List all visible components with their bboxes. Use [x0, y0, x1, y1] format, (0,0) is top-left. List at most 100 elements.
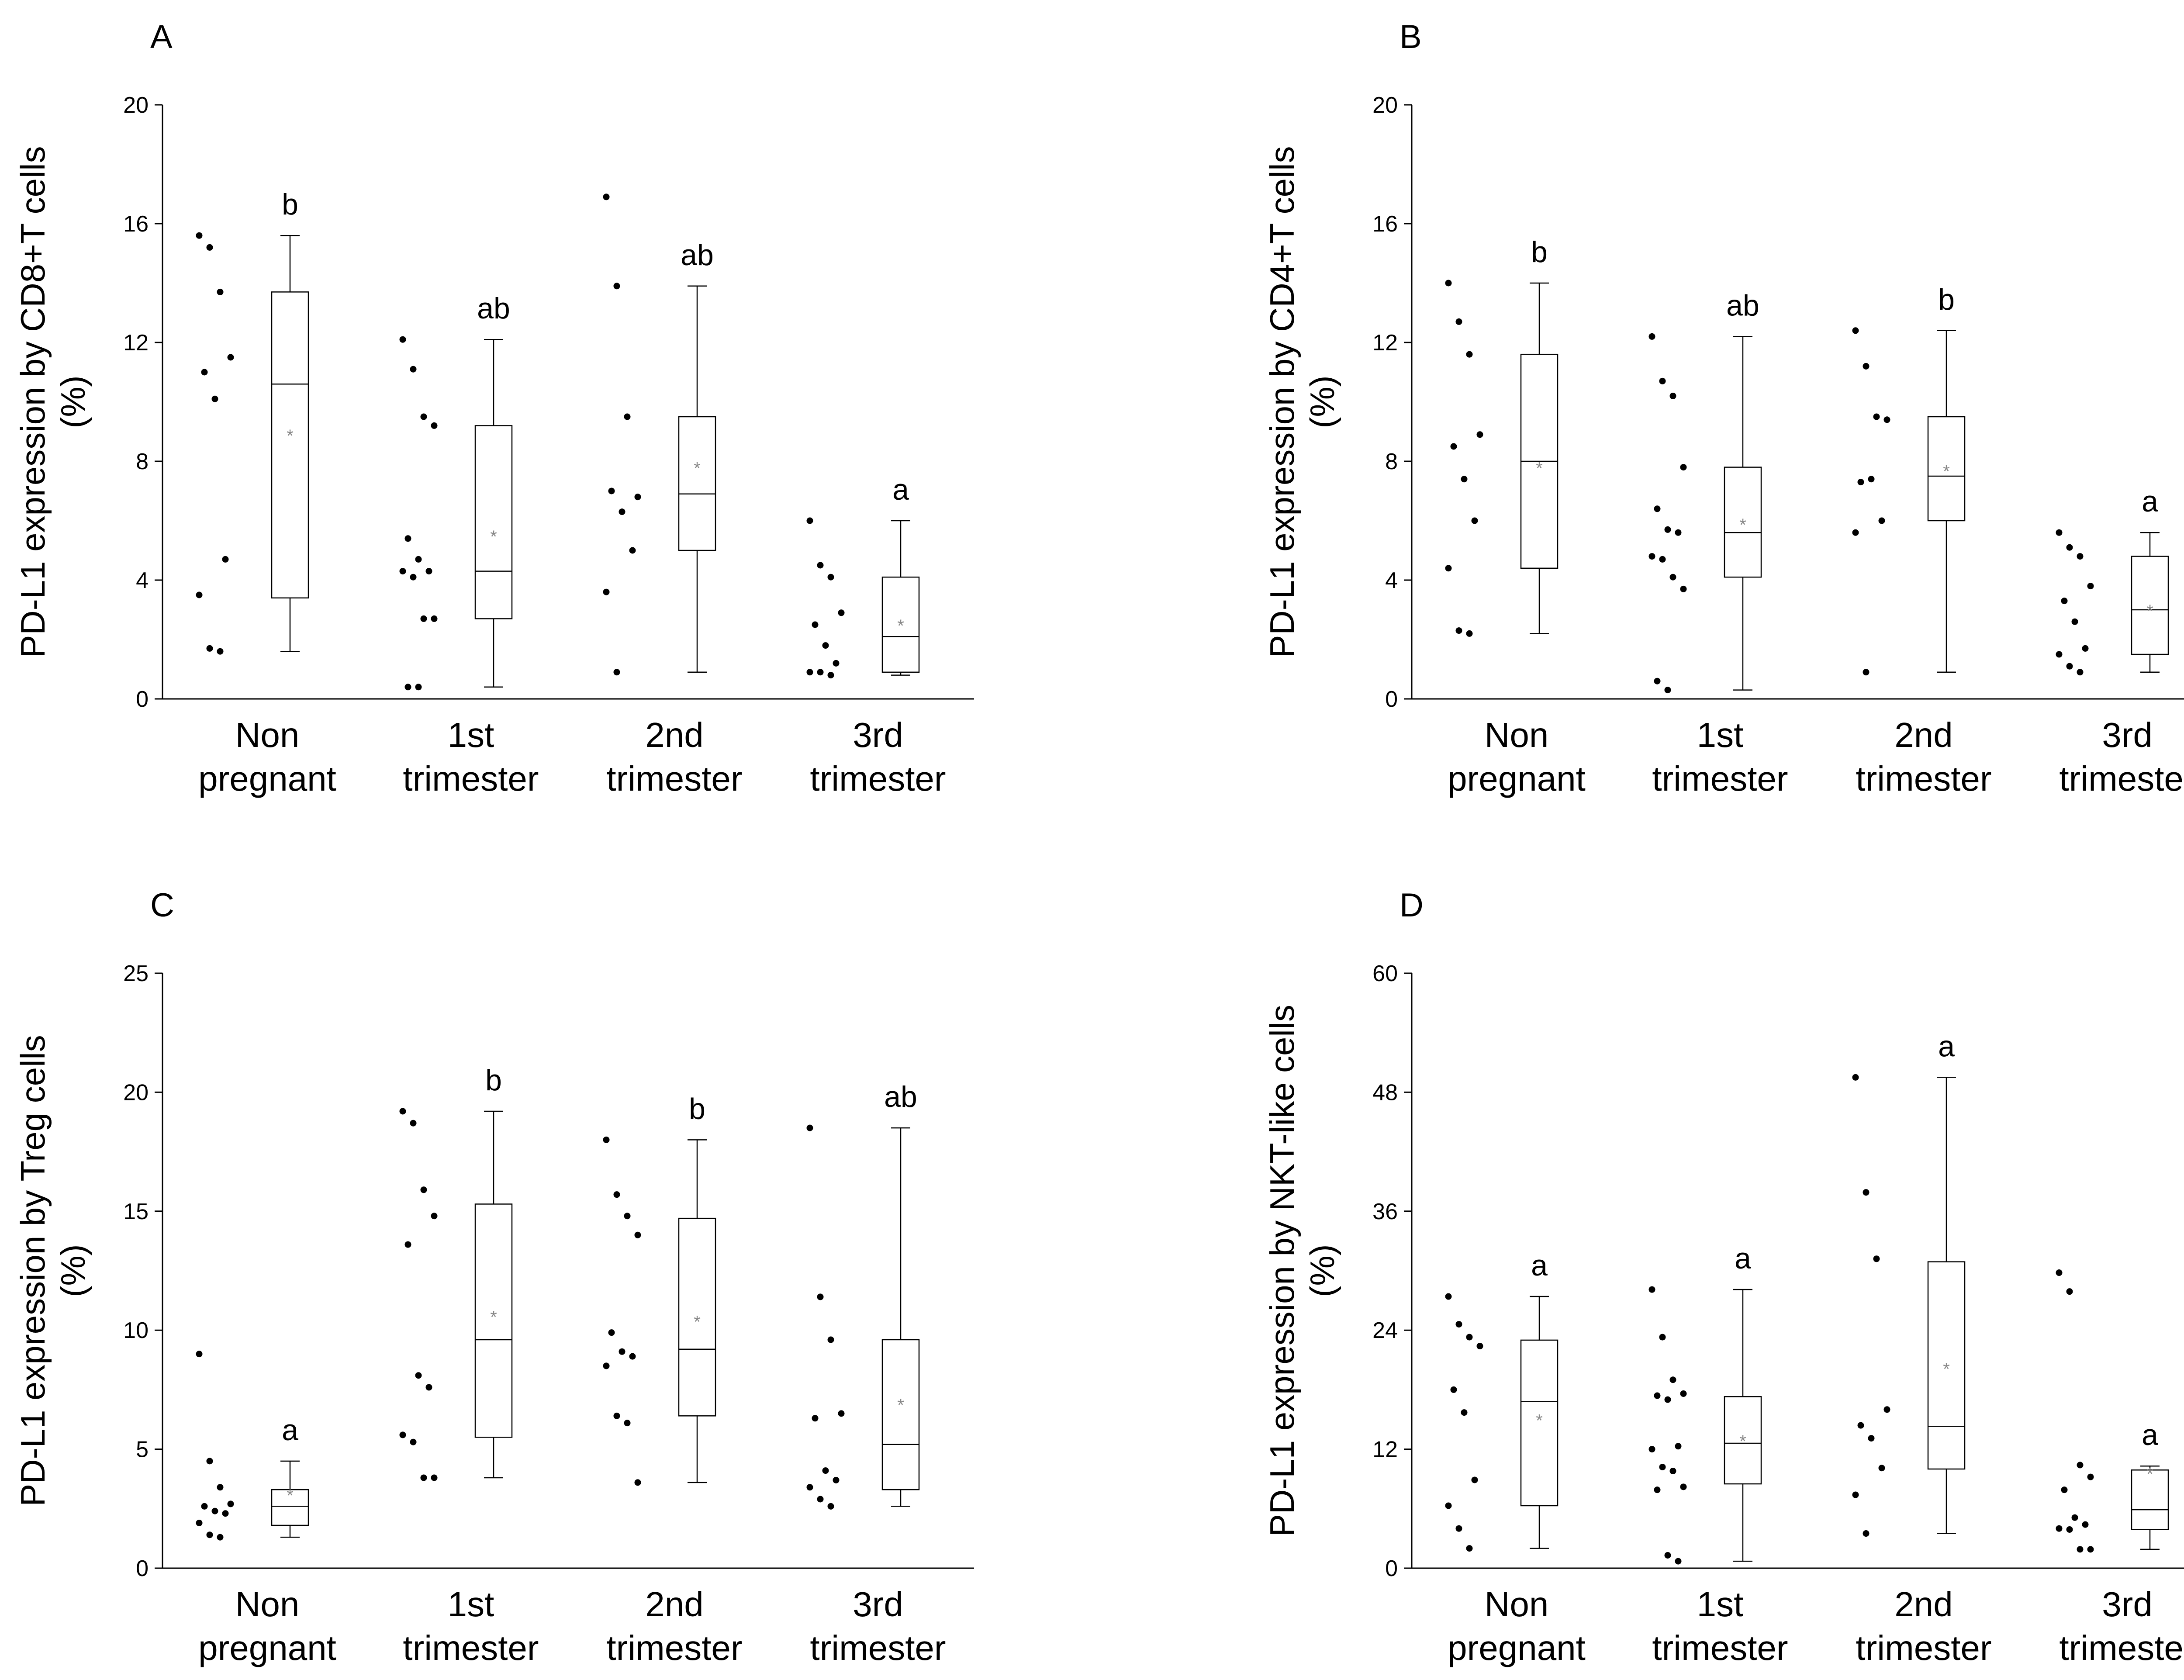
data-point	[2066, 544, 2073, 551]
category-label-line: 2nd	[1894, 1585, 1952, 1624]
data-point	[2056, 529, 2063, 536]
y-axis-title-line: PD-L1 expression by CD4+T cells	[1263, 146, 1301, 657]
data-point	[1450, 1386, 1457, 1393]
mean-marker: *	[694, 1312, 701, 1331]
data-point	[399, 1431, 406, 1438]
panel-b: B 0 4 8 12 16 20 PD-L1 expression by CD4+T cell…	[1263, 18, 2184, 798]
data-point	[222, 1510, 229, 1517]
mean-marker: *	[1536, 1411, 1543, 1431]
category-label-line: Non	[1485, 716, 1549, 754]
data-point	[415, 1372, 422, 1379]
significance-letter: b	[1938, 283, 1955, 316]
y-tick-label: 12	[123, 330, 149, 356]
category-label-line: trimester	[1856, 1628, 1991, 1667]
data-point	[206, 244, 213, 251]
data-point	[410, 1438, 417, 1445]
y-tick-label: 8	[1385, 449, 1398, 474]
data-point	[1680, 1390, 1687, 1397]
data-point	[1476, 431, 1483, 438]
data-point	[2056, 1525, 2063, 1532]
data-point	[603, 1362, 610, 1369]
significance-letter: ab	[477, 292, 510, 325]
data-point	[431, 422, 438, 429]
data-point	[410, 1120, 417, 1127]
category-label: 2nd trimester	[1856, 716, 1991, 798]
data-point	[211, 1507, 218, 1514]
y-tick-label: 4	[1385, 568, 1398, 593]
category-label-line: 1st	[448, 716, 494, 754]
data-point	[634, 1231, 641, 1238]
data-point	[196, 232, 203, 239]
data-point	[817, 1293, 824, 1300]
data-point	[1680, 1483, 1687, 1490]
data-point	[1476, 1343, 1483, 1350]
mean-marker: *	[897, 616, 904, 636]
box-iqr	[1927, 1261, 1966, 1470]
box-iqr	[881, 576, 920, 673]
category-label-line: Non	[235, 716, 300, 754]
data-point	[227, 354, 234, 361]
data-point	[827, 672, 834, 679]
y-axis-title: PD-L1 expression by Treg cells(%)	[14, 1035, 92, 1506]
data-point	[1669, 1468, 1676, 1475]
data-point	[1445, 1293, 1452, 1300]
data-point	[812, 621, 819, 628]
y-axis-title-line: (%)	[54, 1244, 92, 1297]
panel-a: A 0 4 8 12 16 20 PD-L1 expression by CD8+T cell…	[14, 18, 974, 798]
data-point	[2066, 1288, 2073, 1295]
box-iqr	[1724, 467, 1762, 578]
y-tick-label: 16	[1372, 211, 1398, 237]
category-label: 2nd trimester	[606, 716, 742, 798]
mean-marker: *	[1536, 459, 1543, 478]
data-point	[1675, 529, 1682, 536]
data-point	[1659, 1334, 1666, 1341]
y-tick-label: 25	[123, 961, 149, 986]
box-iqr	[474, 425, 513, 619]
mean-marker: *	[490, 527, 497, 546]
data-point	[399, 336, 406, 343]
data-point	[2061, 1486, 2068, 1493]
group-4: 3rd trimester * ab	[806, 1080, 946, 1667]
group-1: Non pregnant * b	[196, 188, 336, 798]
data-point	[806, 669, 813, 676]
data-point	[2066, 663, 2073, 670]
data-point	[613, 669, 620, 676]
y-axis-title-line: PD-L1 expression by CD8+T cells	[14, 146, 52, 657]
group-4: 3rd trimester * a	[2056, 1269, 2184, 1667]
data-point	[2077, 1546, 2084, 1553]
category-label: 3rd trimester	[810, 716, 946, 798]
category-label-line: 1st	[1697, 1585, 1744, 1624]
data-point	[1669, 1376, 1676, 1383]
data-point	[603, 194, 610, 200]
data-point	[2066, 1526, 2073, 1533]
significance-letter: b	[485, 1064, 502, 1097]
category-label-line: pregnant	[1448, 759, 1586, 798]
group-3: 2nd trimester * a	[1852, 1030, 1992, 1667]
data-point	[822, 642, 829, 649]
data-point	[1659, 556, 1666, 563]
mean-marker: *	[287, 426, 294, 446]
category-label-line: 3rd	[853, 716, 903, 754]
y-tick-label: 16	[123, 211, 149, 237]
box-iqr	[881, 1339, 920, 1490]
data-point	[838, 609, 845, 616]
data-point	[2087, 1473, 2094, 1480]
category-label: 2nd trimester	[1856, 1585, 1991, 1667]
mean-marker: *	[1739, 1432, 1746, 1451]
panel-letter: B	[1400, 18, 1422, 55]
data-point	[1669, 574, 1676, 581]
group-2: 1st trimester * a	[1648, 1242, 1788, 1667]
data-point	[425, 568, 432, 575]
mean-marker: *	[1739, 515, 1746, 535]
data-point	[1466, 351, 1473, 358]
category-label: 3rd trimester	[810, 1585, 946, 1667]
panel-letter: A	[150, 18, 173, 55]
box-iqr	[678, 1217, 716, 1417]
panel-letter: D	[1400, 887, 1424, 924]
data-point	[206, 1458, 213, 1465]
box-iqr	[1724, 1396, 1762, 1485]
data-point	[629, 1353, 636, 1360]
data-point	[1852, 1074, 1859, 1081]
mean-marker: *	[1943, 462, 1950, 481]
category-label-line: trimester	[1652, 1628, 1788, 1667]
